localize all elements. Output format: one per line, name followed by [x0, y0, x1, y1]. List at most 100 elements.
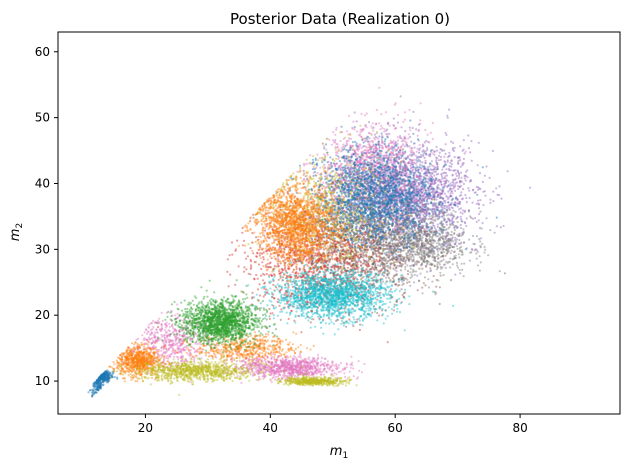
data-point	[482, 203, 485, 207]
data-point	[441, 215, 444, 218]
data-point	[390, 161, 393, 164]
data-point	[379, 217, 382, 220]
data-point	[413, 190, 416, 193]
data-point	[404, 137, 407, 140]
data-point	[406, 273, 410, 276]
data-point	[359, 171, 362, 175]
data-point	[403, 135, 406, 138]
data-point	[388, 189, 391, 192]
data-point	[434, 213, 437, 216]
data-point	[426, 247, 430, 250]
data-point	[459, 145, 462, 148]
data-point	[422, 149, 425, 152]
data-point	[399, 164, 402, 168]
data-point	[419, 200, 422, 203]
data-point	[404, 197, 407, 200]
data-point	[458, 194, 461, 197]
data-point	[396, 212, 399, 215]
data-point	[420, 243, 424, 246]
data-point	[457, 160, 460, 163]
data-point	[459, 223, 462, 227]
data-point	[444, 201, 447, 204]
data-point	[439, 201, 442, 204]
data-point	[365, 155, 368, 158]
data-point	[413, 229, 417, 232]
data-point	[359, 323, 362, 326]
data-point	[437, 159, 440, 162]
data-point	[456, 205, 459, 208]
data-point	[353, 128, 356, 131]
data-point	[458, 201, 462, 204]
data-point	[474, 217, 477, 220]
data-point	[413, 201, 416, 204]
data-point	[452, 179, 455, 182]
data-point	[361, 262, 364, 265]
data-point	[454, 225, 457, 228]
data-point	[335, 128, 338, 131]
data-point	[436, 149, 439, 152]
data-point	[364, 149, 367, 152]
data-point	[353, 216, 356, 219]
data-point	[358, 199, 361, 202]
data-point	[391, 228, 394, 231]
data-point	[454, 177, 457, 180]
data-point	[478, 212, 481, 216]
data-point	[460, 218, 463, 221]
data-point	[440, 175, 444, 178]
data-point	[363, 227, 366, 230]
data-point	[376, 232, 380, 235]
data-point	[405, 180, 408, 183]
data-point	[389, 214, 392, 217]
data-point	[334, 146, 337, 149]
data-point	[435, 161, 438, 164]
data-point	[309, 154, 312, 157]
data-point	[442, 243, 446, 246]
data-point	[445, 174, 449, 177]
data-point	[399, 250, 402, 254]
data-point	[406, 200, 409, 203]
chart-title: Posterior Data (Realization 0)	[230, 10, 450, 28]
data-point	[430, 178, 433, 181]
data-point	[445, 221, 448, 224]
data-point	[488, 176, 491, 179]
data-point	[399, 173, 403, 176]
data-point	[418, 143, 421, 147]
data-point	[375, 253, 378, 256]
data-point	[419, 102, 422, 105]
data-point	[344, 182, 347, 185]
data-point	[340, 156, 343, 159]
data-point	[443, 160, 446, 163]
data-point	[456, 220, 459, 224]
data-point	[377, 196, 380, 199]
data-point	[399, 216, 402, 219]
data-point	[407, 133, 410, 136]
data-point	[398, 188, 401, 191]
data-point	[347, 139, 350, 143]
data-point	[400, 199, 403, 202]
data-point	[389, 141, 392, 144]
data-point	[416, 175, 419, 178]
data-point	[479, 187, 482, 191]
data-point	[391, 152, 394, 155]
data-point	[485, 217, 488, 220]
data-point	[456, 181, 459, 184]
data-point	[340, 162, 343, 165]
data-point	[403, 137, 406, 140]
data-point	[381, 127, 384, 130]
data-point	[349, 180, 352, 183]
data-point	[353, 111, 356, 114]
data-point	[492, 200, 495, 203]
data-point	[318, 157, 322, 160]
data-point	[364, 273, 367, 276]
data-point	[417, 128, 420, 131]
data-point	[371, 283, 374, 286]
data-point	[384, 154, 387, 157]
data-point	[374, 227, 377, 230]
data-point	[421, 226, 424, 229]
data-point	[370, 125, 373, 128]
data-point	[375, 213, 378, 216]
data-point	[379, 181, 383, 184]
data-point	[424, 205, 428, 208]
data-point	[443, 180, 446, 183]
data-point	[426, 201, 429, 204]
